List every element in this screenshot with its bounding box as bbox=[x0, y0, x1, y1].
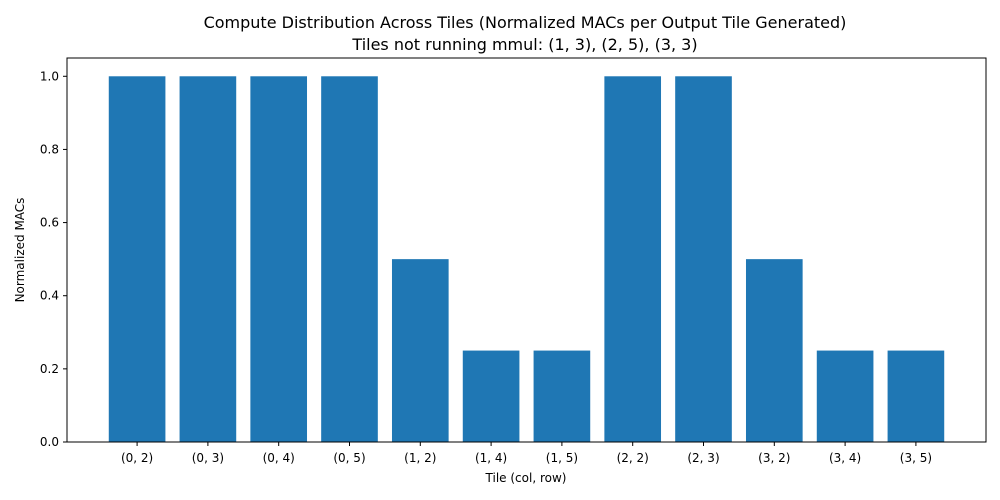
plot-frame bbox=[66, 57, 987, 443]
y-axis-ticks: 0.0 0.2 0.4 0.6 0.8 1.0 bbox=[40, 69, 67, 449]
bar bbox=[321, 76, 378, 443]
y-tick-label: 0.2 bbox=[40, 362, 59, 376]
y-tick-label: 0.4 bbox=[40, 289, 59, 303]
bar bbox=[675, 76, 732, 443]
x-tick-label: (3, 5) bbox=[900, 451, 932, 465]
x-tick-label: (1, 5) bbox=[546, 451, 578, 465]
x-axis-ticks: (0, 2) (0, 3) (0, 4) (0, 5) (1, 2) (1, 4) (1, … bbox=[121, 442, 932, 465]
y-axis-label: Normalized MACs bbox=[13, 198, 27, 303]
y-tick-label: 0.0 bbox=[40, 435, 59, 449]
bar bbox=[604, 76, 662, 443]
bar bbox=[108, 76, 166, 443]
x-tick-label: (1, 4) bbox=[475, 451, 507, 465]
x-tick-label: (0, 4) bbox=[263, 451, 295, 465]
x-tick-label: (0, 2) bbox=[121, 451, 153, 465]
y-tick-label: 0.6 bbox=[40, 216, 59, 230]
bar bbox=[745, 259, 803, 442]
x-tick-label: (0, 3) bbox=[192, 451, 224, 465]
y-tick-label: 1.0 bbox=[40, 69, 59, 83]
bar bbox=[533, 350, 591, 442]
x-tick-label: (3, 2) bbox=[758, 451, 790, 465]
bar bbox=[250, 76, 308, 443]
bar bbox=[462, 350, 520, 442]
x-tick-label: (0, 5) bbox=[333, 451, 365, 465]
bar bbox=[179, 76, 237, 443]
bar bbox=[816, 350, 874, 442]
x-tick-label: (1, 2) bbox=[404, 451, 436, 465]
chart-subtitle: Tiles not running mmul: (1, 3), (2, 5), … bbox=[351, 35, 697, 54]
bars-group bbox=[108, 76, 945, 443]
bar bbox=[887, 350, 945, 442]
x-tick-label: (2, 2) bbox=[617, 451, 649, 465]
chart-title: Compute Distribution Across Tiles (Norma… bbox=[204, 13, 847, 32]
x-tick-label: (2, 3) bbox=[687, 451, 719, 465]
bar bbox=[391, 259, 449, 442]
y-tick-label: 0.8 bbox=[40, 142, 59, 156]
x-tick-label: (3, 4) bbox=[829, 451, 861, 465]
x-axis-label: Tile (col, row) bbox=[485, 471, 567, 485]
